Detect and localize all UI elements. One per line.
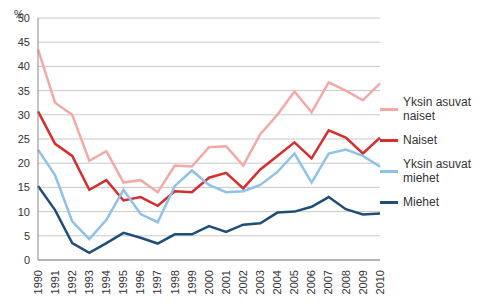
svg-text:2005: 2005 bbox=[288, 270, 300, 294]
svg-text:15: 15 bbox=[18, 181, 30, 193]
svg-text:35: 35 bbox=[18, 85, 30, 97]
html-text:Yksin asuvat naiset: Yksin asuvat naiset bbox=[403, 95, 471, 123]
svg-text:2000: 2000 bbox=[203, 270, 215, 294]
svg-text:2001: 2001 bbox=[220, 270, 232, 294]
svg-text:40: 40 bbox=[18, 60, 30, 72]
svg-text:2010: 2010 bbox=[374, 270, 386, 294]
svg-text:1994: 1994 bbox=[100, 270, 112, 294]
svg-text:1992: 1992 bbox=[66, 270, 78, 294]
svg-text:2006: 2006 bbox=[305, 270, 317, 294]
html-text:Miehet: Miehet bbox=[403, 195, 439, 209]
svg-text:2004: 2004 bbox=[271, 270, 283, 294]
svg-text:0: 0 bbox=[24, 254, 30, 266]
svg-text:1996: 1996 bbox=[134, 270, 146, 294]
svg-text:2003: 2003 bbox=[254, 270, 266, 294]
svg-text:2009: 2009 bbox=[357, 270, 369, 294]
svg-text:1999: 1999 bbox=[186, 270, 198, 294]
svg-text:20: 20 bbox=[18, 157, 30, 169]
svg-text:2002: 2002 bbox=[237, 270, 249, 294]
svg-text:1998: 1998 bbox=[169, 270, 181, 294]
svg-text:25: 25 bbox=[18, 133, 30, 145]
svg-text:45: 45 bbox=[18, 36, 30, 48]
svg-text:30: 30 bbox=[18, 109, 30, 121]
svg-text:1993: 1993 bbox=[83, 270, 95, 294]
svg-text:5: 5 bbox=[24, 230, 30, 242]
svg-text:2007: 2007 bbox=[323, 270, 335, 294]
svg-text:1995: 1995 bbox=[117, 270, 129, 294]
svg-text:2008: 2008 bbox=[340, 270, 352, 294]
svg-text:1997: 1997 bbox=[152, 270, 164, 294]
svg-text:1991: 1991 bbox=[49, 270, 61, 294]
html-text:Naiset: Naiset bbox=[403, 133, 437, 147]
svg-text:10: 10 bbox=[18, 206, 30, 218]
svg-text:1990: 1990 bbox=[32, 270, 44, 294]
svg-text:50: 50 bbox=[18, 12, 30, 24]
html-text:Yksin asuvat miehet: Yksin asuvat miehet bbox=[403, 157, 471, 185]
